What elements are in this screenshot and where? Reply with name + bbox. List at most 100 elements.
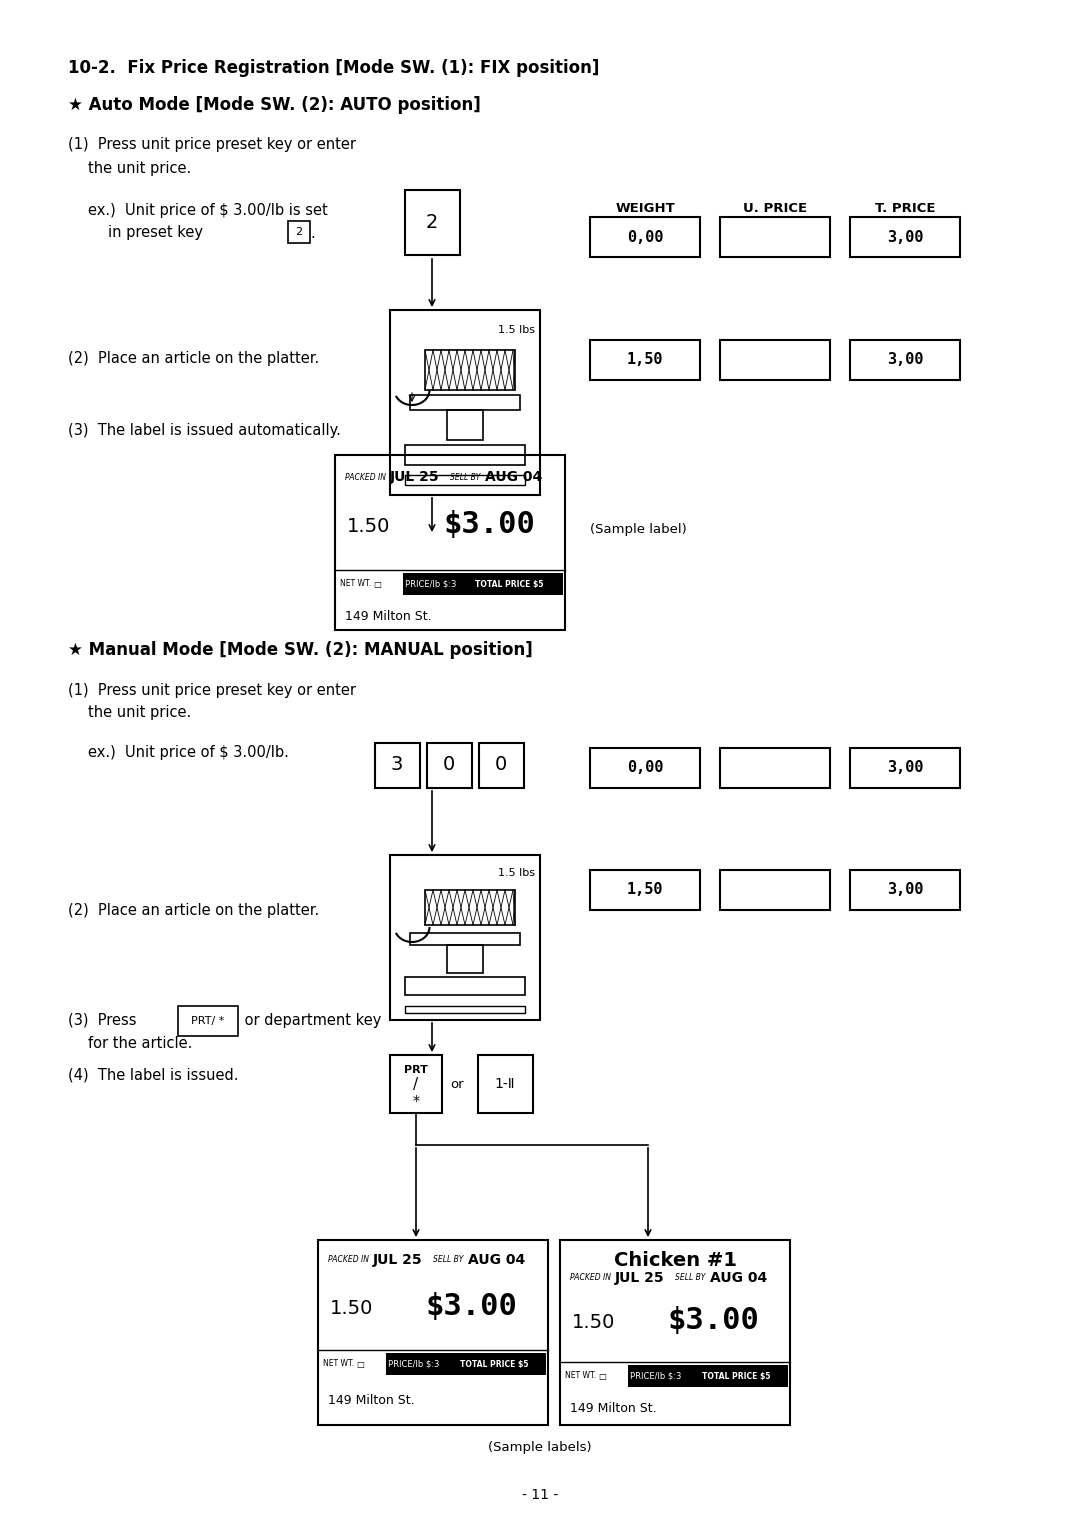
Text: for the article.: for the article. [87, 1035, 192, 1051]
Bar [405, 445, 525, 465]
Text: 0,00: 0,00 [626, 761, 663, 776]
Text: PRT: PRT [404, 1064, 428, 1075]
Bar [850, 340, 960, 380]
Text: 149 Milton St.: 149 Milton St. [570, 1401, 657, 1415]
Bar [178, 1006, 238, 1035]
Text: U. PRICE: U. PRICE [743, 201, 807, 215]
Bar [590, 869, 700, 910]
Text: /: / [414, 1078, 419, 1092]
Bar [590, 340, 700, 380]
Text: .: . [310, 226, 314, 241]
Bar [850, 217, 960, 258]
Bar [403, 573, 563, 595]
Text: (2)  Place an article on the platter.: (2) Place an article on the platter. [68, 351, 320, 366]
Bar [561, 1240, 789, 1424]
Text: *: * [413, 1093, 419, 1109]
Bar [390, 1055, 442, 1113]
Text: SELL BY: SELL BY [675, 1273, 705, 1283]
Bar [480, 743, 524, 788]
Text: 1.50: 1.50 [347, 517, 390, 537]
Text: AUG 04: AUG 04 [468, 1254, 525, 1267]
Text: PRICE/lb $:3: PRICE/lb $:3 [405, 580, 457, 589]
Text: 3,00: 3,00 [887, 229, 923, 244]
Bar [590, 747, 700, 788]
Bar [405, 474, 525, 485]
Text: the unit price.: the unit price. [87, 160, 191, 175]
Text: 1-Ⅱ: 1-Ⅱ [495, 1077, 515, 1090]
Text: JUL 25: JUL 25 [373, 1254, 422, 1267]
Bar [410, 933, 519, 946]
Bar [627, 1365, 788, 1388]
Text: $3.00: $3.00 [426, 1292, 518, 1321]
Bar [405, 191, 460, 255]
Bar [447, 410, 483, 441]
Bar [410, 395, 519, 410]
Text: WEIGHT: WEIGHT [616, 201, 675, 215]
Text: (Sample labels): (Sample labels) [488, 1441, 592, 1455]
Text: the unit price.: the unit price. [87, 706, 191, 720]
Text: 1.50: 1.50 [572, 1313, 616, 1331]
Bar [288, 221, 310, 242]
Text: □: □ [373, 580, 381, 589]
Text: 0,00: 0,00 [626, 229, 663, 244]
Text: 0: 0 [495, 755, 508, 775]
Bar [405, 978, 525, 994]
Bar [390, 856, 540, 1020]
Text: in preset key: in preset key [108, 226, 207, 241]
Text: 3,00: 3,00 [887, 883, 923, 898]
Text: (Sample label): (Sample label) [590, 523, 687, 537]
Bar [590, 217, 700, 258]
Text: $3.00: $3.00 [669, 1305, 760, 1334]
Bar [426, 891, 515, 926]
Text: □: □ [598, 1371, 606, 1380]
Bar [386, 1353, 546, 1376]
Text: 3: 3 [391, 755, 403, 775]
Text: JUL 25: JUL 25 [390, 470, 440, 483]
Text: PRT/ *: PRT/ * [191, 1016, 225, 1026]
Bar [850, 747, 960, 788]
Text: 2: 2 [426, 212, 438, 232]
Text: ex.)  Unit price of $ 3.00/lb.: ex.) Unit price of $ 3.00/lb. [87, 746, 288, 761]
Text: JUL 25: JUL 25 [615, 1270, 664, 1286]
Bar [427, 743, 472, 788]
Bar [720, 869, 831, 910]
Text: T. PRICE: T. PRICE [875, 201, 935, 215]
Text: 1,50: 1,50 [626, 883, 663, 898]
Text: PRICE/lb $:3: PRICE/lb $:3 [630, 1371, 681, 1380]
Text: NET WT.: NET WT. [340, 580, 372, 589]
Bar [720, 340, 831, 380]
Text: TOTAL PRICE $5: TOTAL PRICE $5 [702, 1371, 770, 1380]
Text: 1.5 lbs: 1.5 lbs [498, 868, 535, 878]
Text: 2: 2 [296, 227, 302, 236]
Text: 1.50: 1.50 [330, 1298, 374, 1318]
Text: $3.00: $3.00 [443, 511, 535, 540]
Bar [335, 454, 565, 630]
Text: 149 Milton St.: 149 Milton St. [345, 610, 432, 624]
Bar [850, 869, 960, 910]
Bar [390, 310, 540, 496]
Text: ★ Manual Mode [Mode SW. (2): MANUAL position]: ★ Manual Mode [Mode SW. (2): MANUAL posi… [68, 640, 532, 659]
Text: □: □ [356, 1359, 364, 1368]
Text: PACKED IN: PACKED IN [345, 473, 386, 482]
Text: SELL BY: SELL BY [450, 473, 481, 482]
Text: (3)  Press: (3) Press [68, 1013, 141, 1028]
Text: or: or [450, 1078, 463, 1090]
Text: 1.5 lbs: 1.5 lbs [498, 325, 535, 336]
Text: (1)  Press unit price preset key or enter: (1) Press unit price preset key or enter [68, 137, 356, 152]
Text: TOTAL PRICE $5: TOTAL PRICE $5 [460, 1359, 528, 1368]
Bar [447, 946, 483, 973]
Text: PACKED IN: PACKED IN [328, 1255, 369, 1264]
Text: SELL BY: SELL BY [433, 1255, 463, 1264]
Text: 10-2.  Fix Price Registration [Mode SW. (1): FIX position]: 10-2. Fix Price Registration [Mode SW. (… [68, 59, 599, 76]
Text: NET WT.: NET WT. [323, 1359, 354, 1368]
Text: 3,00: 3,00 [887, 352, 923, 368]
Bar [318, 1240, 548, 1424]
Bar [375, 743, 420, 788]
Text: NET WT.: NET WT. [565, 1371, 596, 1380]
Text: AUG 04: AUG 04 [710, 1270, 767, 1286]
Bar [426, 351, 515, 390]
Text: - 11 -: - 11 - [522, 1488, 558, 1502]
Text: (3)  The label is issued automatically.: (3) The label is issued automatically. [68, 422, 341, 438]
Text: AUG 04: AUG 04 [485, 470, 542, 483]
Text: Chicken #1: Chicken #1 [613, 1250, 737, 1269]
